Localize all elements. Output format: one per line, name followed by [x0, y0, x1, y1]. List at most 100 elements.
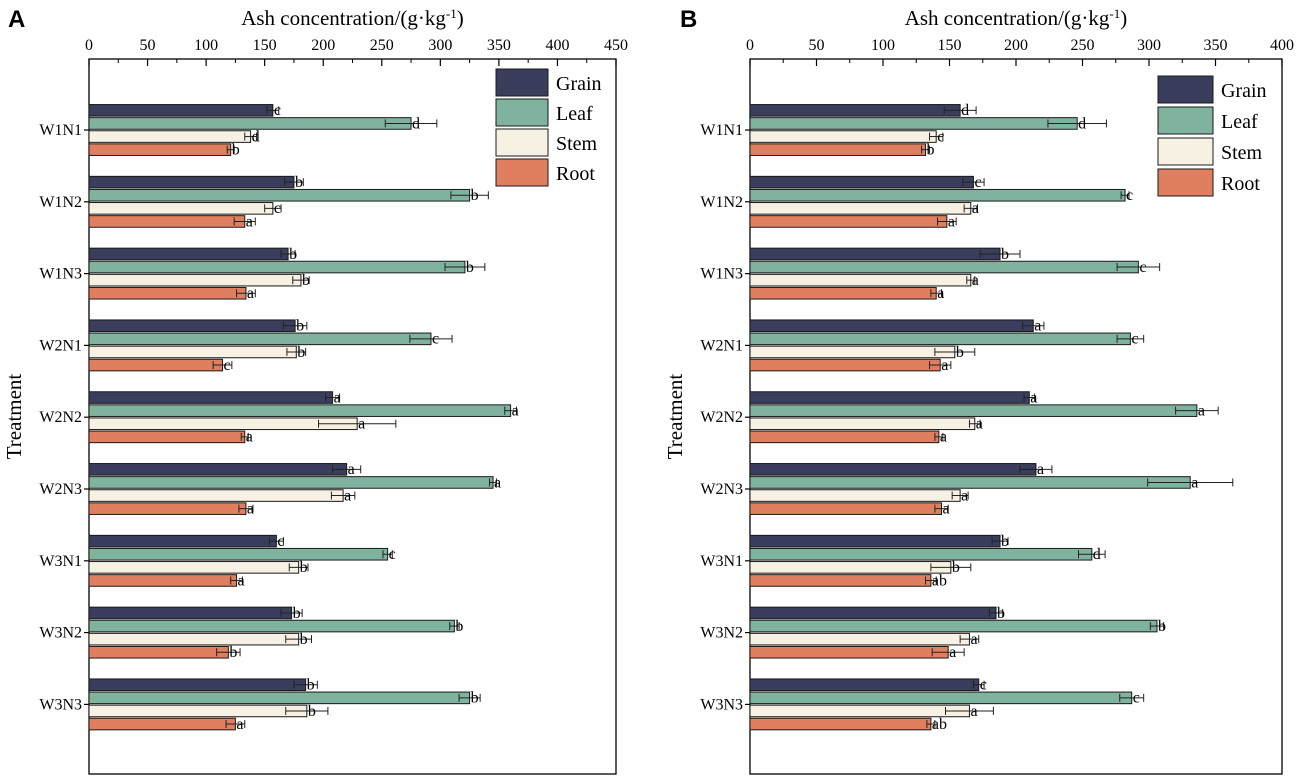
panel-a-sig-label-W1N2-grain: b [295, 174, 303, 191]
panel-b-category-label-W2N2: W2N2 [700, 409, 743, 426]
panel-a-sig-label-W2N1-leaf: c [432, 331, 439, 348]
panel-a: A Ash concentration/(g·kg-1) Treatment 0 50 1… [2, 6, 628, 775]
panel-b-bar-W3N1-root [749, 574, 932, 587]
panel-a-category-label-W1N1: W1N1 [39, 122, 82, 139]
panel-b-tick-label-200: 200 [1004, 37, 1028, 54]
panel-a-sig-label-W3N3-stem: b [308, 703, 316, 720]
panel-b-sig-label-W2N2-leaf: a [1198, 402, 1205, 419]
panel-b-sig-label-W3N3-grain: c [980, 677, 987, 694]
panel-b-bar-W3N3-grain [749, 678, 980, 692]
panel-b-bar-W1N2-leaf [749, 188, 1126, 202]
panel-a-sig-label-W3N3-leaf: b [471, 690, 479, 707]
panel-b-sig-label-W3N3-leaf: c [1133, 690, 1140, 707]
panel-a-sig-label-W3N2-leaf: b [455, 618, 463, 635]
panel-a-tick-label-450: 450 [604, 37, 628, 54]
panel-a-sig-label-W3N1-grain: c [277, 533, 284, 550]
panel-a-bar-W3N1-stem [88, 561, 300, 574]
panel-a-bar-W3N1-grain [88, 534, 277, 548]
panel-a-bar-W3N2-root [88, 645, 229, 659]
panel-a-sig-label-W2N2-leaf: a [512, 402, 519, 419]
panel-b-bar-W1N2-root [749, 215, 948, 228]
panel-b-sig-label-W3N2-root: a [949, 644, 956, 661]
panel-b-bar-W2N2-grain [749, 391, 1030, 404]
panel-b-tick-label-350: 350 [1204, 37, 1228, 54]
panel-a-bar-W3N2-grain [88, 606, 293, 620]
panel-a-legend-swatch-stem [495, 128, 549, 157]
panel-b-category-label-W2N1: W2N1 [700, 337, 743, 354]
panel-a-x-axis-title: Ash concentration/(g·kg-1) [241, 6, 464, 31]
panel-b-sig-label-W3N2-stem: a [970, 631, 977, 648]
panel-a-sig-label-W1N3-root: a [247, 285, 254, 302]
panel-a-sig-label-W1N1-leaf: d [412, 115, 420, 132]
panel-a-bar-W2N2-stem [88, 417, 358, 431]
panel-b-sig-label-W2N3-leaf: a [1191, 474, 1198, 491]
panel-b-bar-W3N2-leaf [749, 619, 1158, 633]
panel-b-y-axis-title: Treatment [663, 374, 687, 460]
panel-b-bar-W3N1-stem [749, 561, 952, 574]
panel-b-sig-label-W3N1-grain: b [1001, 533, 1009, 550]
panel-a-legend-label-root: Root [556, 163, 595, 185]
panel-a-sig-label-W3N1-stem: b [300, 559, 308, 576]
panel-a-sig-label-W2N2-grain: a [334, 389, 341, 406]
panel-a-sig-label-W1N1-grain: c [274, 102, 281, 119]
panel-a-sig-label-W3N3-grain: b [307, 677, 315, 694]
panel-a-sig-label-W2N1-stem: b [297, 344, 305, 361]
panel-b-sig-label-W1N1-leaf: d [1078, 115, 1086, 132]
panel-b-tick-label-300: 300 [1137, 37, 1161, 54]
panel-a-bar-W1N3-stem [88, 273, 302, 287]
panel-a-legend-swatch-leaf [495, 98, 549, 127]
panel-a-bar-W1N1-stem [88, 130, 252, 143]
panel-b-bar-W2N3-leaf [749, 476, 1191, 489]
panel-b-bar-W1N1-grain [749, 104, 961, 117]
panel-b-sig-label-W3N3-stem: a [970, 703, 977, 720]
panel-a-bar-W1N2-grain [88, 175, 295, 189]
panel-b-bar-W2N3-root [749, 502, 943, 515]
panel-a-bar-W1N1-root [88, 143, 232, 156]
panel-a-bar-W3N1-leaf [88, 547, 389, 561]
panel-b-legend-label-root: Root [1221, 173, 1260, 195]
panel-b-sig-label-W2N2-root: a [940, 429, 947, 446]
panel-a-category-label-W1N2: W1N2 [39, 194, 82, 211]
panel-b-legend-label-stem: Stem [1221, 142, 1263, 164]
panel-a-tick-label-300: 300 [428, 37, 452, 54]
panel-b: B Ash concentration/(g·kg-1) Treatment 0 50 1… [663, 6, 1294, 775]
panel-a-tick-label-200: 200 [311, 37, 335, 54]
panel-b-bar-W1N1-root [749, 143, 927, 156]
panel-b-sig-label-W3N2-grain: b [997, 605, 1005, 622]
panel-a-bar-W3N3-stem [88, 704, 308, 718]
panel-a-bar-W2N3-root [88, 502, 247, 515]
panel-a-legend-label-stem: Stem [556, 133, 598, 155]
panel-a-category-label-W3N1: W3N1 [39, 553, 82, 570]
panel-a-legend: Grain Leaf Stem Root [495, 68, 602, 187]
panel-a-sig-label-W3N2-grain: b [293, 605, 301, 622]
panel-b-sig-label-W2N1-stem: b [956, 344, 964, 361]
panel-a-bar-W3N2-leaf [88, 619, 455, 633]
panel-a-bar-W2N3-stem [88, 489, 344, 502]
panel-a-bar-W2N1-leaf [88, 332, 432, 346]
panel-b-bar-W1N2-grain [749, 175, 974, 189]
panel-a-category-label-W2N2: W2N2 [39, 409, 82, 426]
panel-b-sig-label-W1N1-grain: d [961, 102, 969, 119]
panel-b-category-label-W1N3: W1N3 [700, 266, 743, 283]
panel-a-bar-W3N1-root [88, 574, 238, 587]
panel-b-sig-label-W1N1-stem: c [937, 128, 944, 145]
panel-b-sig-label-W1N2-grain: c [974, 174, 981, 191]
panel-b-sig-label-W2N3-stem: a [961, 487, 968, 504]
panel-b-tick-label-50: 50 [809, 37, 825, 54]
panel-a-bar-W2N1-stem [88, 345, 297, 359]
panel-b-sig-label-W2N3-root: a [943, 500, 950, 517]
panel-b-bar-W3N2-grain [749, 606, 997, 620]
panel-b-bar-W2N1-leaf [749, 332, 1131, 346]
panel-b-legend-label-grain: Grain [1221, 80, 1267, 102]
panel-b-bar-W3N3-root [749, 717, 932, 731]
panel-a-sig-label-W2N2-stem: a [358, 416, 365, 433]
panel-b-bar-W1N3-grain [749, 247, 1001, 261]
panel-a-sig-label-W1N1-root: b [232, 141, 240, 158]
panel-b-sig-label-W2N3-grain: a [1037, 461, 1044, 478]
panel-b-bar-W1N2-stem [749, 202, 972, 215]
panel-a-category-label-W2N1: W2N1 [39, 337, 82, 354]
panel-a-category-label-W3N3: W3N3 [39, 696, 82, 713]
panel-b-legend: Grain Leaf Stem Root [1157, 75, 1267, 197]
panel-a-legend-label-grain: Grain [556, 73, 602, 95]
